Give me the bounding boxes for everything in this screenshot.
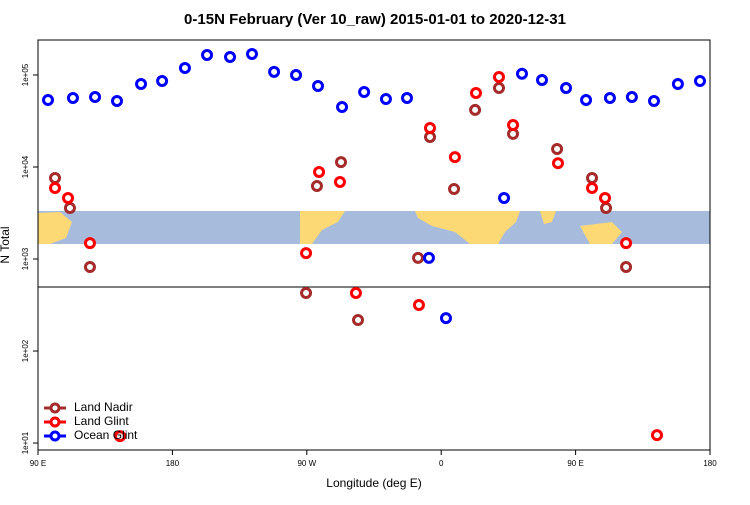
point [650, 429, 663, 442]
point [515, 67, 528, 80]
point [49, 172, 62, 185]
x-tick-label: 180 [166, 459, 180, 468]
point [492, 81, 505, 94]
point [49, 182, 62, 195]
point [268, 65, 281, 78]
y-tick-label: 1e+03 [21, 247, 30, 270]
y-tick-label: 1e+05 [21, 63, 30, 86]
point [245, 48, 258, 61]
point [536, 73, 548, 86]
point [599, 192, 612, 205]
point [492, 70, 505, 83]
x-tick-label: 90 E [30, 459, 46, 468]
point [300, 247, 313, 260]
y-tick-label: 1e+01 [21, 431, 30, 454]
point [439, 312, 452, 325]
point [358, 86, 371, 99]
point [448, 182, 461, 195]
point [310, 180, 323, 193]
x-axis-label: Longitude (deg E) [326, 476, 421, 490]
plot-frame [37, 39, 711, 451]
point [448, 151, 461, 164]
point [600, 202, 613, 215]
point [63, 202, 76, 215]
point [469, 103, 482, 116]
point [42, 93, 55, 106]
point [586, 172, 599, 185]
point [312, 80, 324, 93]
point [290, 68, 303, 81]
point [551, 142, 564, 155]
point [424, 122, 436, 135]
point [507, 119, 520, 132]
point [671, 78, 684, 91]
point [333, 175, 346, 188]
point [412, 299, 425, 312]
point [349, 287, 362, 300]
point [412, 251, 425, 264]
point [648, 94, 660, 107]
point [620, 260, 633, 273]
point [693, 74, 706, 87]
point [352, 314, 365, 327]
point [469, 87, 482, 100]
x-tick-label: 0 [439, 459, 444, 468]
legend-label: Ocean Glint [74, 428, 138, 442]
legend-label: Land Glint [74, 414, 129, 428]
point [498, 192, 511, 205]
point [603, 92, 616, 105]
x-tick-label: 90 E [567, 459, 583, 468]
point [620, 237, 633, 250]
point [110, 94, 123, 107]
point [625, 91, 638, 104]
x-tick-label: 90 W [297, 459, 316, 468]
point [580, 93, 593, 106]
x-tick-label: 180 [703, 459, 717, 468]
point [300, 287, 313, 300]
point [422, 251, 435, 264]
point [83, 260, 96, 273]
chart-title: 0-15N February (Ver 10_raw) 2015-01-01 t… [184, 11, 566, 28]
point [336, 100, 349, 113]
point [178, 62, 191, 75]
point [551, 157, 564, 170]
point [334, 156, 347, 169]
point [113, 430, 126, 443]
map-band [38, 211, 710, 244]
point [156, 74, 169, 87]
point [224, 50, 237, 63]
y-tick-label: 1e+02 [21, 339, 30, 362]
legend-label: Land Nadir [74, 400, 133, 414]
legend-marker [49, 416, 61, 428]
point [201, 48, 214, 61]
point [560, 81, 573, 94]
point [66, 92, 79, 105]
y-tick-label: 1e+04 [21, 155, 30, 178]
legend-marker [49, 402, 61, 414]
point [83, 237, 96, 250]
point [135, 78, 148, 91]
point [62, 192, 75, 205]
point [89, 91, 102, 104]
point [379, 93, 392, 106]
legend-marker [49, 430, 61, 442]
y-axis-label: N Total [0, 226, 12, 263]
point [586, 182, 599, 195]
point [401, 92, 414, 105]
point [313, 165, 326, 178]
